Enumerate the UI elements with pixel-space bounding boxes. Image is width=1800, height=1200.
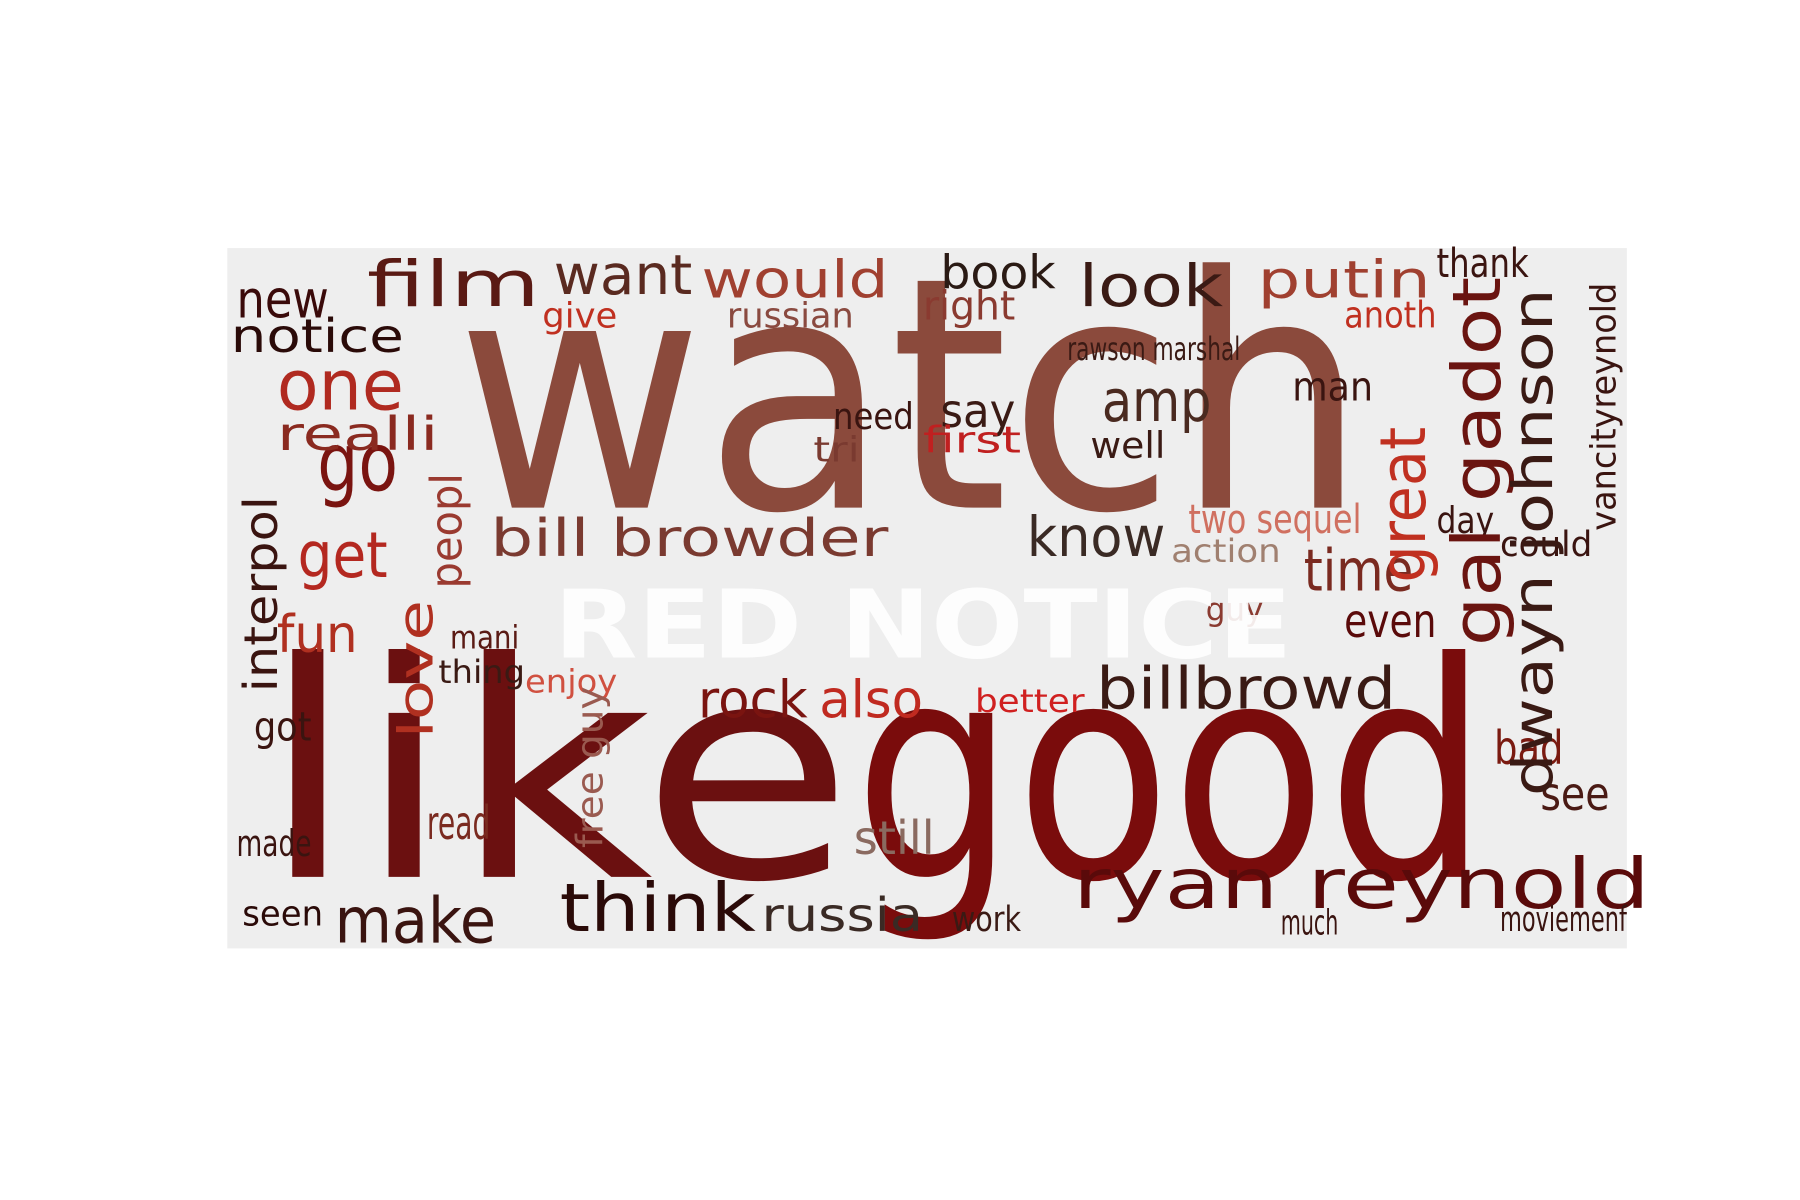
word: realli [277,407,439,461]
word: vancityreynold [1584,283,1624,531]
word: much [1281,904,1339,944]
word: know [1027,506,1165,570]
word: enjoy [525,662,617,700]
word: right [923,283,1015,330]
word: make [335,884,497,958]
word: still [854,811,935,865]
word: new [237,270,329,330]
word: think [560,869,756,947]
word: billbrowd [1096,654,1396,722]
word: one [277,347,404,427]
word: guy [1206,591,1264,629]
word: work [952,900,1021,940]
word: see [1540,767,1609,821]
word: thank [1436,240,1529,287]
word: notice [231,309,404,363]
word: bill browder [490,509,889,569]
word: love [389,600,445,738]
word: seen [242,894,323,934]
word: want [554,244,692,308]
word: better [975,682,1085,720]
word: book [940,245,1056,299]
word: film [367,247,540,321]
word: need [833,395,914,438]
word: good [854,599,1489,948]
cloud-background [227,248,1627,949]
word: mani [450,618,519,656]
word: interpol [234,496,288,692]
word: well [1090,424,1165,467]
word: look [1079,252,1224,320]
word: gal gadot [1438,277,1516,646]
word: ryan reynold [1073,845,1650,925]
word: free guy [568,687,611,849]
word: russian [727,297,854,337]
word: got [254,704,312,751]
word: read [427,796,490,850]
word: tri [813,431,859,471]
word: thing [438,653,525,691]
word: say [940,384,1015,438]
word: rawson marshal [1067,330,1240,368]
word: anoth [1344,294,1436,337]
word: made [237,822,312,865]
word: first [923,418,1021,461]
word: russia [762,888,924,942]
word: also [819,671,923,731]
word: day [1436,499,1494,542]
word: amp [1102,367,1212,435]
word: could [1500,525,1592,565]
word: would [702,251,889,311]
word: great [1366,427,1440,583]
word: putin [1258,251,1431,311]
word: peopl [422,473,473,588]
word: two sequel [1188,496,1361,543]
word: time [1304,537,1414,605]
word: bad [1494,721,1563,775]
word: get [298,518,388,592]
watermark: RED NOTICE [554,571,1292,681]
word: fun [277,605,358,665]
word: even [1344,594,1436,648]
word: action [1171,532,1281,570]
word: like [260,599,854,948]
word: give [542,297,617,337]
word: dwayn johnson [1502,288,1566,796]
word: man [1292,363,1373,410]
word: watch [456,209,1368,585]
word: go [317,416,398,510]
word: rock [698,671,808,731]
word: moviemenf [1500,900,1627,940]
